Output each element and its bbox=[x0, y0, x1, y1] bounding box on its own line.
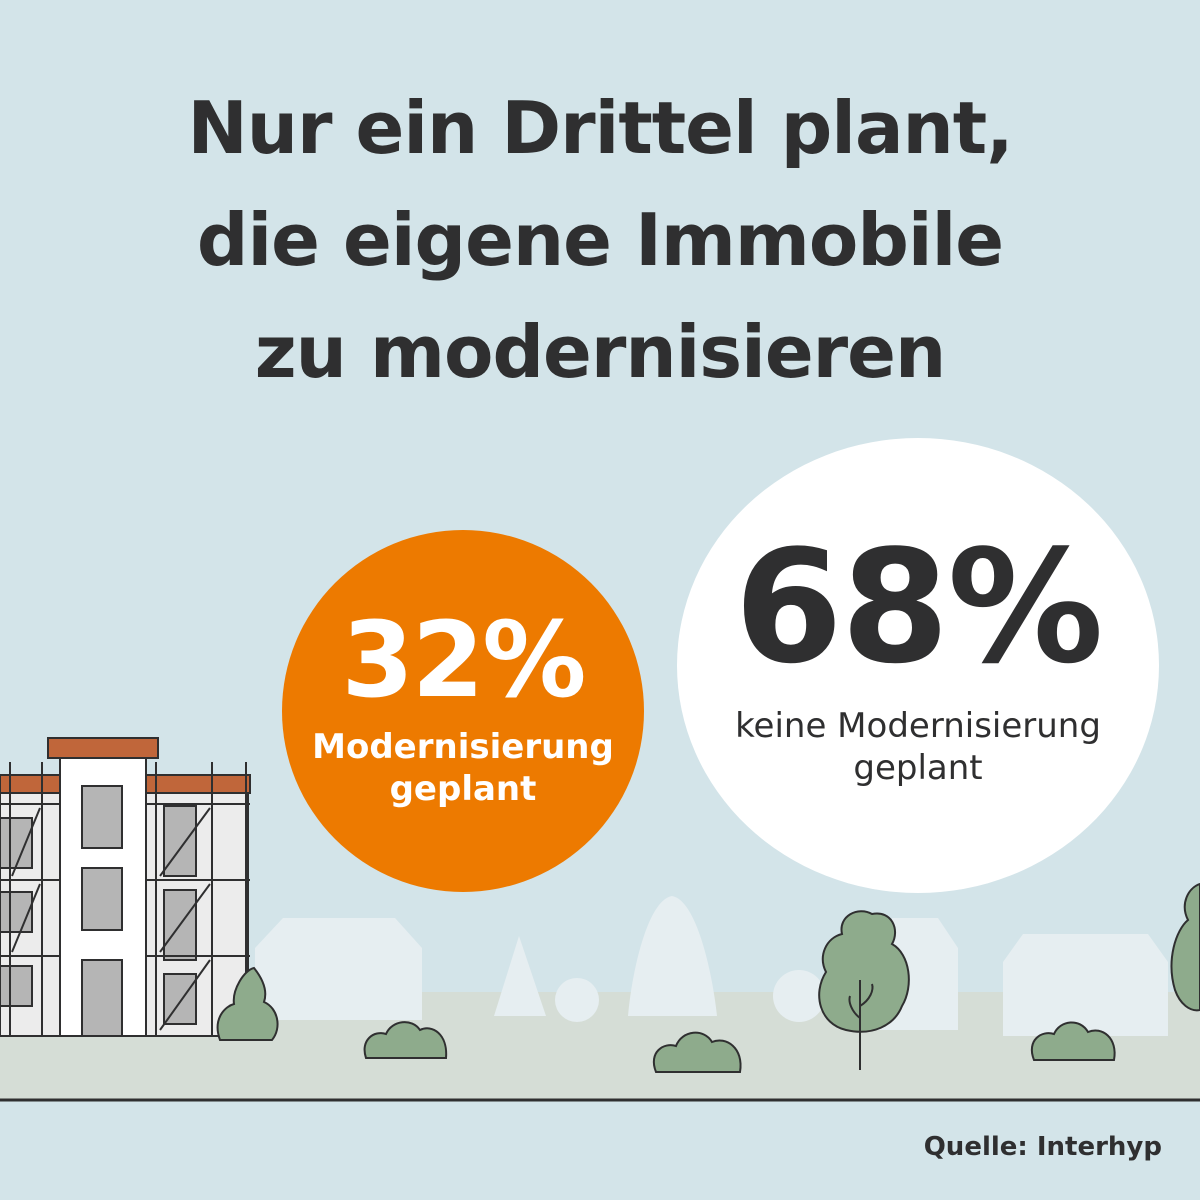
bush-icon bbox=[653, 1031, 742, 1073]
headline: Nur ein Drittel plant, die eigene Immobi… bbox=[0, 72, 1200, 408]
bush-icon bbox=[1170, 882, 1200, 1012]
planned-share-bubble: 32% Modernisierung geplant bbox=[282, 530, 644, 892]
planned-label: Modernisierung geplant bbox=[312, 726, 614, 810]
tree-icon bbox=[818, 910, 910, 1070]
planned-percentage: 32% bbox=[341, 599, 587, 721]
planned-label-line-2: geplant bbox=[389, 769, 537, 809]
source-note: Quelle: Interhyp bbox=[923, 1132, 1162, 1162]
not-planned-label-line-2: geplant bbox=[853, 747, 983, 788]
house-silhouette-icon bbox=[255, 896, 1168, 1036]
not-planned-percentage: 68% bbox=[734, 515, 1103, 698]
planned-label-line-1: Modernisierung bbox=[312, 727, 614, 767]
headline-line-2: die eigene Immobile bbox=[196, 198, 1004, 282]
bush-icon bbox=[1031, 1021, 1116, 1061]
bush-icon bbox=[216, 966, 279, 1041]
bush-icon bbox=[363, 1021, 448, 1059]
not-planned-label: keine Modernisierung geplant bbox=[735, 705, 1101, 789]
headline-line-3: zu modernisieren bbox=[254, 310, 947, 394]
not-planned-label-line-1: keine Modernisierung bbox=[735, 705, 1101, 746]
headline-line-1: Nur ein Drittel plant, bbox=[187, 86, 1013, 170]
not-planned-share-bubble: 68% keine Modernisierung geplant bbox=[677, 438, 1159, 893]
